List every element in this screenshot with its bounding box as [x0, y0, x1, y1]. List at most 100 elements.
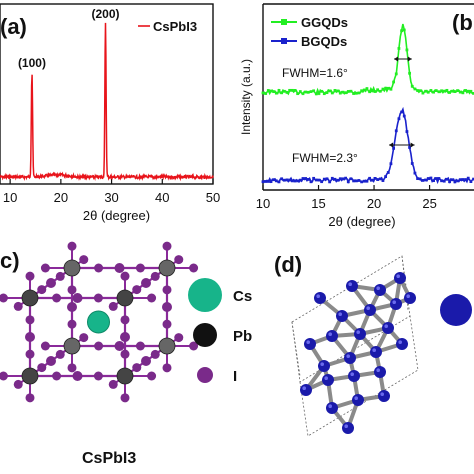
i-atom [162, 363, 172, 373]
i-atom [174, 333, 184, 343]
atom-highlight [344, 424, 348, 428]
i-atom [46, 356, 56, 366]
legend-label-cspbi3: CsPbI3 [153, 19, 197, 34]
data-point-bgqds [277, 180, 281, 184]
i-atom [55, 271, 65, 281]
i-atom [94, 341, 104, 351]
atom-highlight [350, 372, 354, 376]
i-atom [150, 271, 160, 281]
data-point-ggqds [325, 91, 329, 95]
atom-highlight [398, 340, 402, 344]
i-atom [67, 302, 77, 312]
data-point-ggqds [264, 92, 268, 95]
data-point-bgqds [389, 162, 393, 166]
i-atom [120, 349, 130, 359]
data-point-ggqds [421, 91, 425, 95]
n-gqd-atom [352, 394, 364, 406]
i-atom [37, 363, 47, 373]
data-point-ggqds [317, 92, 321, 95]
cspbi3-crystal-structure: CsPbI3 Cs Pb I [0, 241, 252, 467]
i-atom [93, 293, 103, 303]
legend-atom-pb [193, 323, 217, 347]
data-point-bgqds [333, 177, 337, 181]
n-gqd-atom [314, 292, 326, 304]
data-point-ggqds [354, 91, 358, 95]
i-atom [162, 319, 172, 329]
data-point-ggqds [397, 47, 401, 50]
panel-b-label: (b [452, 10, 473, 35]
i-atom [141, 356, 151, 366]
data-point-bgqds [381, 179, 385, 182]
data-point-bgqds [330, 176, 334, 180]
i-atom [120, 393, 130, 403]
pb-atom [116, 289, 134, 307]
legend-label-pb: Pb [233, 328, 252, 345]
xrd-chart-gqds: 10 15 20 25 2θ (degree) Intensity (a.u.) FWHM=… [239, 3, 474, 229]
legend-atom-i [197, 367, 213, 383]
data-point-ggqds [429, 89, 433, 92]
data-point-ggqds [445, 88, 449, 92]
data-point-ggqds [320, 89, 324, 93]
fwhm-arrowhead-bgqds [410, 142, 415, 148]
data-point-bgqds [408, 146, 411, 149]
i-atom [25, 349, 35, 359]
pb-atom [63, 337, 81, 355]
legend-atom-cs [188, 278, 222, 312]
atom-highlight [338, 312, 342, 316]
i-atom [55, 349, 65, 359]
n-gqd-atom [374, 366, 386, 378]
atom-highlight [376, 368, 380, 372]
atom-highlight [380, 392, 384, 396]
data-point-ggqds [458, 90, 462, 94]
data-point-bgqds [306, 178, 310, 181]
data-point-bgqds [394, 129, 398, 133]
n-gqd-atom [390, 298, 402, 310]
data-point-ggqds [376, 88, 380, 92]
data-point-ggqds [269, 89, 273, 93]
i-atom [132, 363, 142, 373]
data-point-ggqds [402, 28, 406, 32]
data-point-bgqds [464, 178, 467, 181]
i-atom [147, 293, 157, 303]
data-point-ggqds [346, 90, 350, 93]
data-point-ggqds [266, 89, 270, 92]
data-point-ggqds [448, 91, 451, 94]
data-point-bgqds [322, 177, 326, 181]
pb-atom [21, 289, 39, 307]
atom-highlight [348, 282, 352, 286]
n-gqd-atom [396, 338, 408, 350]
data-point-bgqds [376, 178, 380, 181]
data-point-bgqds [365, 179, 369, 183]
data-point-ggqds [440, 89, 443, 93]
data-point-bgqds [282, 178, 286, 182]
data-point-bgqds [336, 178, 340, 182]
data-point-ggqds [389, 87, 393, 91]
pb-atom [63, 259, 81, 277]
i-atom [67, 319, 77, 329]
data-point-ggqds [400, 29, 403, 33]
n-gqd-atom [374, 284, 386, 296]
i-atom [108, 301, 118, 311]
atom-highlight [384, 324, 388, 328]
data-point-bgqds [405, 130, 409, 133]
data-point-bgqds [448, 180, 451, 184]
data-point-ggqds [272, 90, 276, 94]
data-point-bgqds [362, 179, 366, 183]
data-point-bgqds [346, 180, 350, 184]
data-point-bgqds [272, 178, 276, 182]
data-point-ggqds [450, 89, 454, 93]
peak-label: (200) [91, 7, 119, 21]
legend-marker-bgqds [281, 38, 287, 44]
atom-highlight [346, 354, 350, 358]
data-point-ggqds [344, 91, 348, 95]
data-point-ggqds [386, 86, 390, 90]
data-point-bgqds [440, 179, 443, 183]
data-point-ggqds [432, 90, 435, 94]
i-atom [25, 332, 35, 342]
n-gqd-atom [318, 360, 330, 372]
data-point-bgqds [325, 177, 329, 181]
data-point-bgqds [328, 180, 332, 184]
atom-highlight [356, 330, 360, 334]
data-point-bgqds [274, 179, 278, 183]
data-point-bgqds [304, 177, 308, 180]
